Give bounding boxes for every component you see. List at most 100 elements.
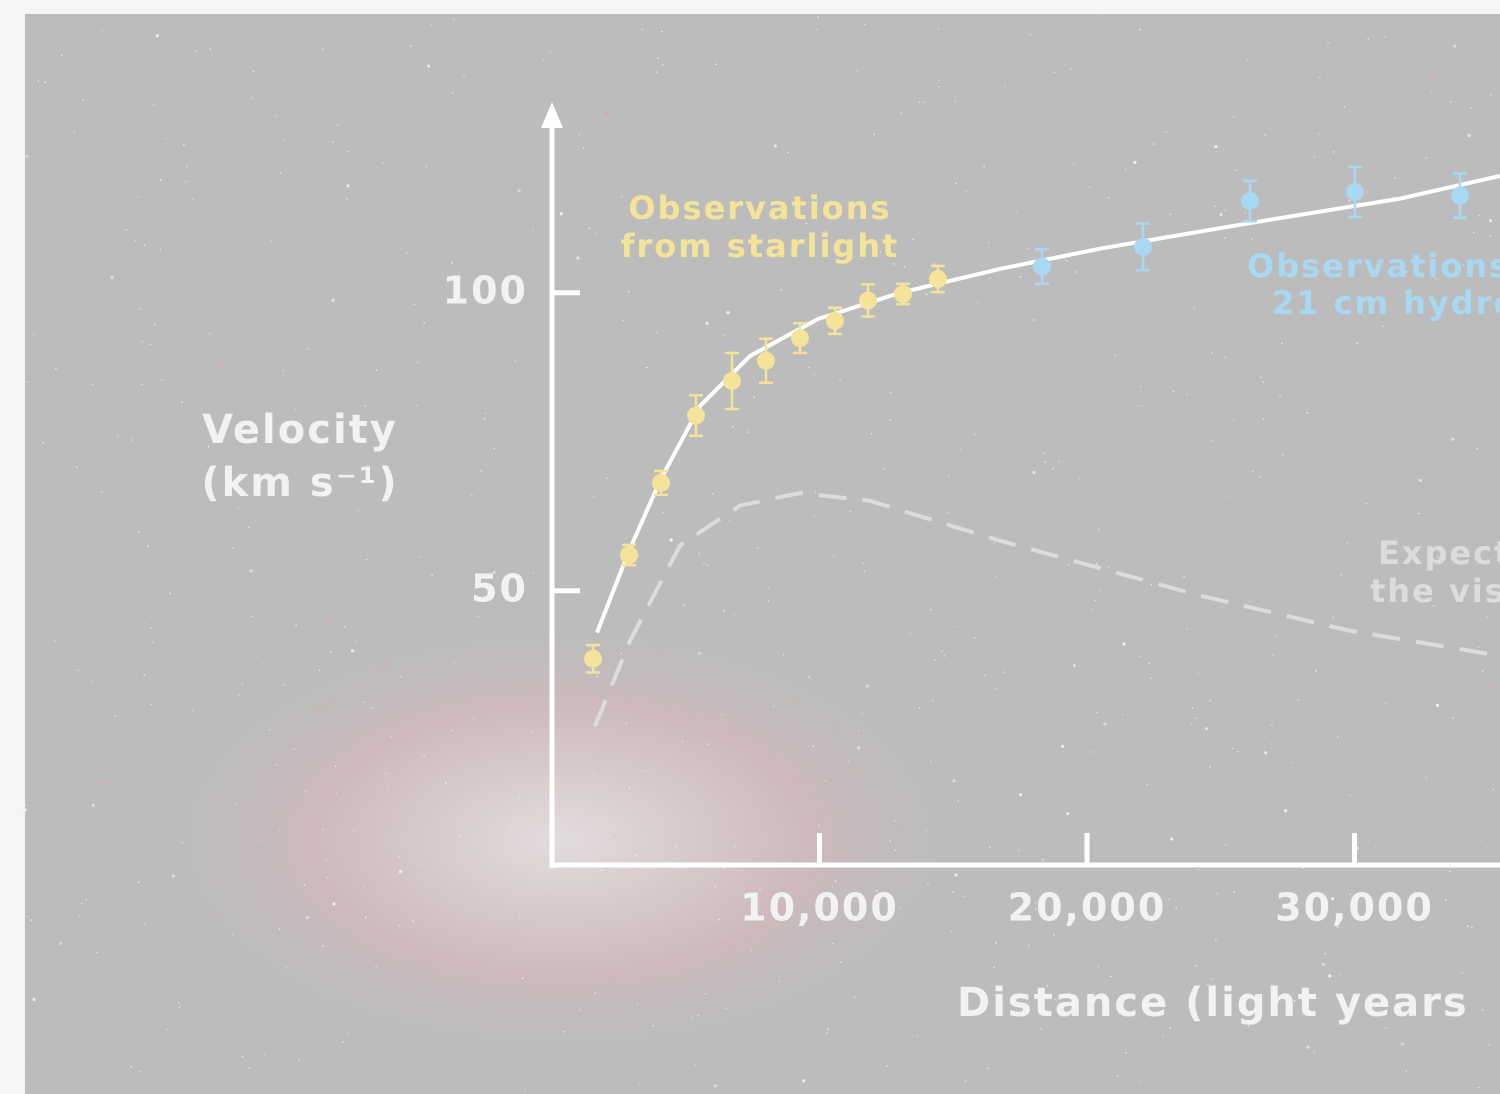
star (863, 570, 866, 573)
star (1078, 477, 1081, 480)
star (900, 25, 903, 27)
star (195, 50, 197, 52)
star (1019, 275, 1022, 278)
data-point (928, 270, 947, 289)
star (909, 632, 912, 635)
star (1425, 776, 1427, 779)
star (198, 541, 201, 544)
star (1477, 1086, 1480, 1089)
star (733, 613, 736, 616)
star (873, 133, 876, 136)
star (918, 101, 921, 104)
star (840, 961, 842, 964)
x-tick-label: 10,000 (740, 886, 899, 930)
star (185, 180, 187, 183)
star (916, 1034, 919, 1037)
star (786, 322, 789, 324)
star (753, 144, 756, 147)
star (60, 54, 63, 57)
star (166, 1028, 169, 1031)
star (282, 475, 285, 477)
star (818, 824, 820, 826)
star (1435, 703, 1440, 708)
star (135, 672, 137, 674)
star (101, 491, 103, 494)
star (1098, 591, 1101, 593)
star (865, 684, 869, 688)
star (1020, 516, 1023, 518)
star (813, 373, 815, 376)
star (853, 996, 856, 998)
star (1110, 910, 1113, 913)
star (1291, 761, 1294, 764)
star (989, 277, 992, 279)
star (578, 133, 581, 136)
star (1394, 176, 1397, 179)
star (452, 468, 455, 470)
star (320, 20, 323, 22)
star (236, 506, 239, 509)
star (44, 81, 46, 84)
star (427, 967, 429, 970)
star (1405, 271, 1408, 273)
star (117, 434, 119, 437)
star (1251, 237, 1253, 240)
star (925, 293, 928, 296)
star (1332, 711, 1335, 713)
star (829, 551, 831, 554)
star (934, 263, 936, 265)
star (232, 547, 234, 550)
star (582, 147, 585, 149)
star (1315, 130, 1317, 133)
star (131, 439, 133, 441)
star (1186, 393, 1188, 395)
star (681, 740, 684, 743)
star (143, 674, 146, 676)
star (938, 85, 940, 88)
star (504, 586, 507, 588)
star (1252, 470, 1254, 473)
star (862, 562, 865, 564)
starfield (23, 13, 1495, 1091)
star (1430, 91, 1433, 94)
star (1116, 1074, 1119, 1077)
star (1264, 751, 1268, 755)
star (812, 745, 815, 748)
star (954, 873, 958, 877)
star (620, 691, 623, 694)
star (141, 340, 143, 343)
star (1306, 1045, 1310, 1049)
star (863, 23, 866, 26)
star (248, 1067, 251, 1069)
star (270, 240, 273, 242)
star (241, 683, 244, 686)
star (885, 1065, 888, 1067)
star (532, 572, 535, 574)
star (1114, 354, 1116, 356)
star (912, 238, 914, 240)
star (276, 114, 278, 117)
star (824, 201, 826, 204)
star (997, 986, 999, 989)
star (1197, 672, 1199, 675)
star (151, 641, 154, 644)
star (1074, 271, 1077, 273)
star (1384, 35, 1386, 38)
star (125, 229, 128, 231)
data-point (1450, 186, 1469, 205)
star (971, 794, 974, 796)
star (385, 772, 387, 775)
star (1265, 261, 1268, 264)
star (652, 95, 654, 98)
star (518, 796, 520, 799)
star (669, 538, 673, 542)
star (1313, 156, 1316, 158)
star (1432, 604, 1435, 607)
star (364, 404, 367, 407)
star (718, 918, 720, 921)
star (171, 874, 175, 878)
star (599, 224, 602, 227)
star (55, 367, 57, 370)
star (601, 869, 603, 871)
star (645, 221, 648, 224)
